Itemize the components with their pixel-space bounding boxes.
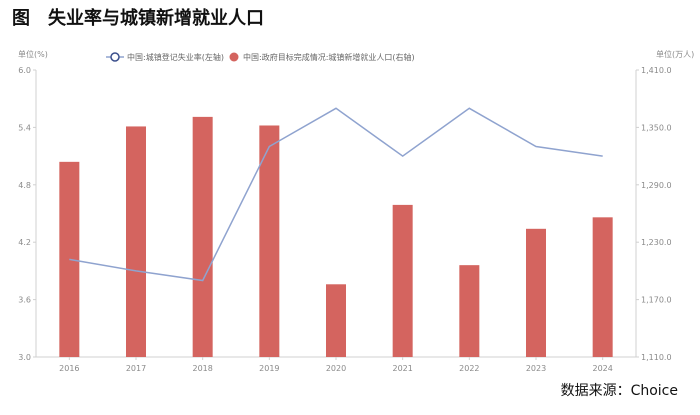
bar-2019 xyxy=(259,125,280,357)
legend-line-label: 中国:城镇登记失业率(左轴) xyxy=(127,52,224,62)
legend-line-marker xyxy=(110,52,120,62)
data-source: 数据来源：Choice xyxy=(560,383,678,399)
right-tick-label: 1,170.0 xyxy=(641,296,672,305)
right-axis-title: 单位(万人) xyxy=(656,49,694,59)
legend-bar-label: 中国:政府目标完成情况:城镇新增就业人口(右轴) xyxy=(243,52,415,62)
line-series xyxy=(69,107,603,282)
right-tick-label: 1,110.0 xyxy=(641,353,672,362)
x-tick-label: 2024 xyxy=(592,364,612,373)
left-tick-label: 4.8 xyxy=(18,181,31,190)
x-tick-label: 2019 xyxy=(259,364,279,373)
legend-bar-swatch xyxy=(229,52,239,62)
left-tick-label: 5.4 xyxy=(18,123,31,132)
bar-2023 xyxy=(526,228,546,357)
bar-2024 xyxy=(592,217,613,357)
x-axis-ticks: 2016 2017 2018 2019 2020 2021 2022 2023 2024 xyxy=(59,357,613,373)
x-tick-label: 2016 xyxy=(59,364,79,373)
x-tick-label: 2020 xyxy=(326,364,346,373)
left-axis-title: 单位(%) xyxy=(18,49,48,59)
x-tick-label: 2017 xyxy=(126,364,146,373)
bars xyxy=(59,116,613,358)
left-tick-label: 3.6 xyxy=(18,296,31,305)
x-tick-label: 2021 xyxy=(392,364,412,373)
right-tick-label: 1,410.0 xyxy=(641,66,672,75)
left-tick-label: 3.0 xyxy=(18,353,31,362)
right-tick-label: 1,230.0 xyxy=(641,238,672,247)
bar-2017 xyxy=(126,126,146,358)
bar-2020 xyxy=(326,284,346,357)
right-tick-label: 1,350.0 xyxy=(641,123,672,132)
bar-2021 xyxy=(392,204,413,357)
unemployment-rate-line xyxy=(69,107,603,282)
left-tick-label: 4.2 xyxy=(18,238,31,247)
left-axis-ticks: 6.0 5.4 4.8 4.2 3.6 3.0 xyxy=(18,66,36,362)
bar-2018 xyxy=(192,116,213,357)
x-tick-label: 2022 xyxy=(459,364,479,373)
right-tick-label: 1,290.0 xyxy=(641,181,672,190)
right-axis-ticks: 1,410.0 1,350.0 1,290.0 1,230.0 1,170.0 1,110… xyxy=(636,66,672,362)
bar-2022 xyxy=(459,265,480,357)
left-tick-label: 6.0 xyxy=(18,66,31,75)
page-title: 图 失业率与城镇新增就业人口 xyxy=(12,8,264,29)
x-tick-label: 2018 xyxy=(192,364,212,373)
legend: 中国:城镇登记失业率(左轴) 中国:政府目标完成情况:城镇新增就业人口(右轴) xyxy=(106,52,415,62)
x-tick-label: 2023 xyxy=(526,364,546,373)
